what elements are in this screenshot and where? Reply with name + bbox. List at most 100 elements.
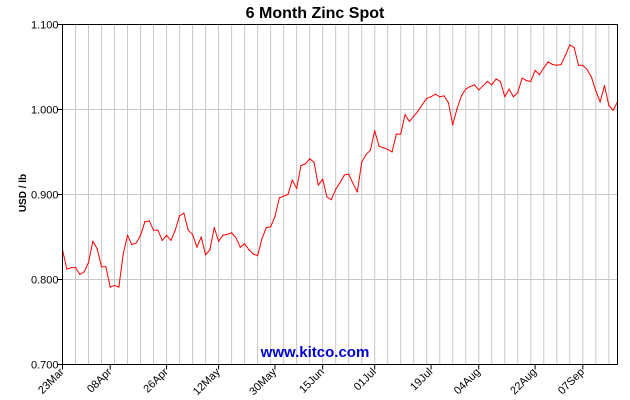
data-point (131, 244, 133, 246)
data-point (265, 227, 267, 229)
y-axis-ticks: 0.700 0.800 0.900 1.000 1.100 (31, 20, 63, 372)
data-point (430, 96, 432, 98)
y-axis-label: USD / lb (18, 174, 29, 212)
y-tick-label: 0.800 (31, 275, 59, 287)
data-point (543, 67, 545, 69)
data-point (426, 97, 428, 100)
data-point (70, 267, 72, 269)
data-point (408, 120, 410, 122)
data-point (126, 234, 129, 236)
data-point (113, 284, 116, 287)
data-point (257, 255, 259, 257)
data-point (395, 133, 397, 135)
data-point (87, 261, 90, 264)
data-point (96, 248, 98, 250)
data-point (551, 63, 554, 66)
data-point (469, 85, 471, 88)
data-point (499, 80, 502, 83)
data-point (148, 220, 150, 222)
data-point (534, 69, 536, 71)
data-point (244, 243, 246, 245)
data-point (66, 268, 68, 270)
data-point (191, 233, 194, 236)
data-point (569, 44, 571, 46)
data-point (530, 80, 532, 83)
data-point (512, 96, 515, 98)
data-point (348, 173, 350, 175)
data-point (382, 147, 384, 149)
data-point (452, 124, 454, 126)
data-point (322, 178, 324, 180)
data-point (413, 115, 415, 117)
data-point (226, 233, 228, 236)
data-point (83, 271, 85, 273)
data-point (608, 104, 610, 106)
data-point (538, 74, 541, 76)
data-point (287, 193, 289, 196)
data-point (144, 221, 146, 223)
data-point (599, 101, 601, 103)
data-point (547, 61, 549, 63)
data-point (525, 80, 528, 82)
data-point (291, 179, 293, 181)
data-point (577, 64, 580, 66)
data-point (335, 188, 337, 190)
data-point (361, 161, 363, 163)
data-point (478, 89, 480, 91)
data-point (473, 84, 476, 86)
data-point (504, 96, 506, 98)
data-point (161, 239, 163, 241)
data-point (378, 145, 380, 147)
data-point (139, 234, 142, 236)
chart-title: 6 Month Zinc Spot (246, 5, 385, 22)
data-point (252, 253, 254, 255)
data-point (122, 253, 124, 255)
data-point (105, 266, 107, 268)
data-point (109, 286, 111, 288)
data-point (79, 273, 81, 275)
data-point (400, 133, 402, 135)
data-point (209, 249, 211, 251)
data-point (326, 196, 328, 198)
data-point (387, 148, 389, 151)
data-point (330, 199, 332, 201)
data-point (517, 91, 519, 94)
data-point (456, 108, 458, 110)
data-point (313, 161, 315, 163)
data-point (204, 254, 207, 256)
data-point (157, 229, 159, 231)
data-point (417, 110, 419, 112)
data-point (352, 182, 354, 185)
watermark-link[interactable]: www.kitco.com (260, 344, 370, 361)
data-point (165, 234, 168, 236)
data-point (183, 212, 185, 214)
data-point (495, 78, 497, 80)
data-point (556, 64, 558, 66)
data-point (231, 232, 233, 234)
data-point (460, 95, 463, 97)
data-point (491, 84, 493, 86)
data-point (439, 96, 441, 98)
data-point (213, 227, 215, 229)
data-point (356, 191, 358, 193)
data-point (404, 114, 406, 116)
y-tick-label: 0.700 (31, 360, 59, 372)
data-point (170, 239, 172, 241)
data-point (612, 109, 614, 111)
data-point (135, 242, 137, 244)
data-point (573, 46, 575, 49)
data-point (465, 88, 467, 90)
data-point (586, 68, 588, 71)
data-point (343, 174, 345, 176)
data-point (595, 90, 597, 92)
data-point (369, 149, 371, 151)
data-point (261, 238, 263, 240)
data-point (443, 95, 445, 97)
y-tick-label: 1.100 (31, 20, 59, 32)
data-point (92, 240, 94, 242)
data-point (283, 195, 285, 197)
data-point (239, 246, 241, 248)
data-point (304, 163, 306, 165)
